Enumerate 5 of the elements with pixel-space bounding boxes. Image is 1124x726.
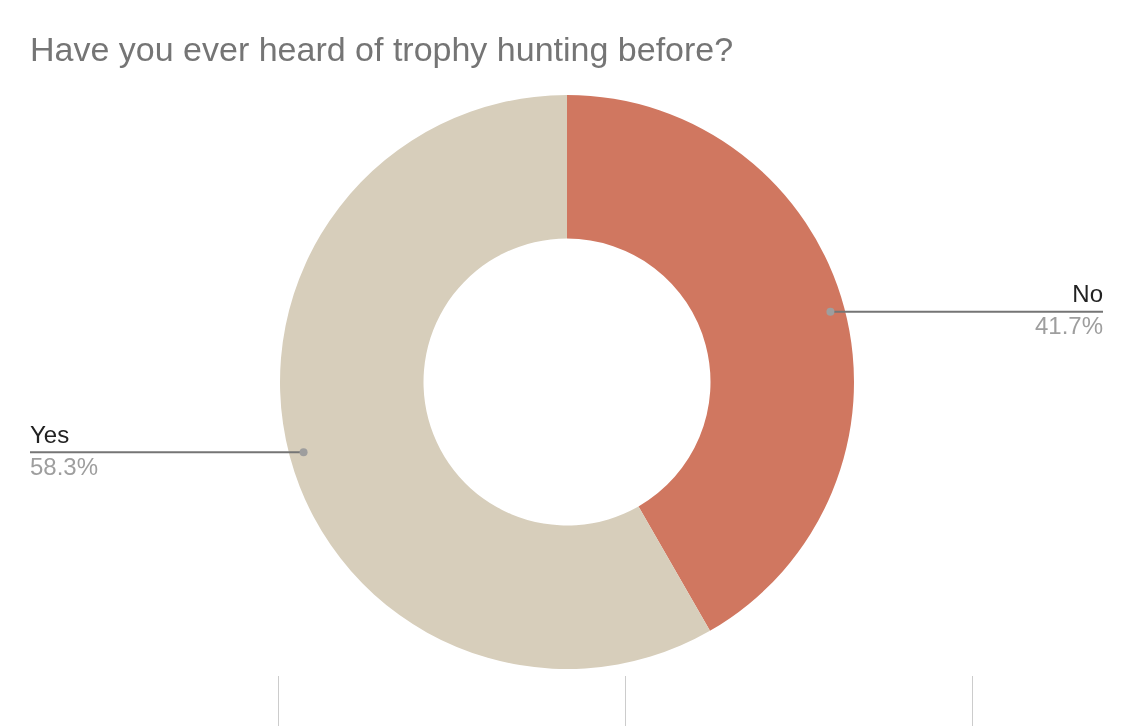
data-label: 58.3%	[30, 452, 99, 480]
slice-label: No	[1072, 280, 1103, 308]
chart-title: Have you ever heard of trophy hunting before?	[30, 30, 734, 69]
slice-label: Yes	[30, 420, 70, 448]
data-label: 41.7%	[1034, 312, 1103, 340]
